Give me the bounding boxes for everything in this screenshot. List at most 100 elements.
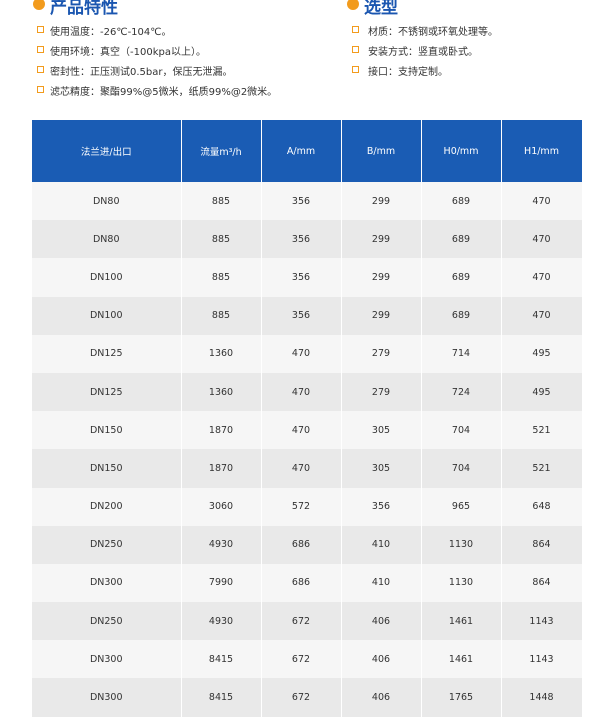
table-cell: 299: [341, 220, 422, 259]
table-row: DN150 1870 470 305 704 521: [32, 449, 583, 488]
table-cell: 1870: [181, 449, 262, 488]
table-cell: 1360: [181, 372, 262, 412]
table-cell: 8415: [181, 640, 262, 679]
table-cell: 299: [341, 296, 422, 335]
table-cell: DN125: [32, 372, 182, 412]
table-row: DN300 7990 686 410 1130 864: [32, 563, 583, 603]
table-cell: 1461: [421, 602, 502, 641]
table-cell: DN200: [32, 487, 182, 526]
table-cell: 521: [501, 411, 583, 450]
table-cell: DN100: [32, 296, 182, 335]
table-cell: 410: [341, 563, 422, 603]
table-cell: DN300: [32, 640, 182, 679]
table-cell: 305: [341, 411, 422, 450]
table-cell: 356: [261, 258, 342, 297]
bullet-text: 使用环境：真空（-100kpa以上）。: [50, 47, 206, 58]
table-cell: 648: [501, 487, 583, 526]
table-cell: 279: [341, 372, 422, 412]
table-cell: 864: [501, 525, 583, 564]
table-cell: 470: [261, 449, 342, 488]
table-cell: 299: [341, 258, 422, 297]
table-row: DN80 885 356 299 689 470: [32, 182, 583, 221]
table-cell: DN150: [32, 411, 182, 450]
heading: 产品特性: [50, 0, 118, 18]
table-cell: 672: [261, 640, 342, 679]
table-cell: 470: [261, 334, 342, 373]
table-cell: 885: [181, 296, 262, 335]
table-cell: 1130: [421, 525, 502, 564]
table-cell: 1870: [181, 411, 262, 450]
bullet: [37, 66, 44, 73]
table-cell: 470: [501, 258, 583, 297]
table-cell: 689: [421, 182, 502, 221]
table-cell: 3060: [181, 487, 262, 526]
table-cell: DN300: [32, 563, 182, 603]
table-cell: 965: [421, 487, 502, 526]
table-row: DN250 4930 686 410 1130 864: [32, 525, 583, 564]
header-cell: H0/mm: [421, 120, 502, 182]
bullet-text: 材质：不锈钢或环氧处理等。: [368, 27, 498, 38]
table-cell: 689: [421, 258, 502, 297]
table-cell: 1130: [421, 563, 502, 603]
table-cell: 495: [501, 334, 583, 373]
table-cell: 1765: [421, 678, 502, 717]
table-cell: 8415: [181, 678, 262, 717]
table-cell: 299: [341, 182, 422, 221]
bullet: [352, 46, 359, 53]
table-cell: 356: [341, 487, 422, 526]
table-cell: 1143: [501, 602, 583, 641]
bullet-text: 使用温度：-26℃-104℃。: [50, 27, 172, 38]
table-cell: DN80: [32, 220, 182, 259]
table-row: DN300 8415 672 406 1461 1143: [32, 640, 583, 679]
table-cell: 672: [261, 602, 342, 641]
bullet: [37, 86, 44, 93]
heading: 选型: [364, 0, 398, 18]
table-cell: 672: [261, 678, 342, 717]
table-cell: 686: [261, 563, 342, 603]
table-cell: 406: [341, 602, 422, 641]
heading-icon: [347, 0, 359, 10]
table-row: DN125 1360 470 279 724 495: [32, 372, 583, 412]
table-row: DN100 885 356 299 689 470: [32, 296, 583, 335]
table-cell: 885: [181, 182, 262, 221]
table-cell: 470: [261, 372, 342, 412]
table-cell: 470: [501, 296, 583, 335]
table-cell: 1143: [501, 640, 583, 679]
table-cell: 406: [341, 640, 422, 679]
table-cell: 864: [501, 563, 583, 603]
table-row: DN80 885 356 299 689 470: [32, 220, 583, 259]
table-cell: 704: [421, 411, 502, 450]
table-cell: 470: [261, 411, 342, 450]
table-cell: 7990: [181, 563, 262, 603]
table-cell: 356: [261, 296, 342, 335]
spec-table: 法兰进/出口 流量m³/h A/mm B/mm H0/mm H1/mm DN80 885 35…: [32, 120, 583, 717]
table-cell: 714: [421, 334, 502, 373]
table-cell: 470: [501, 182, 583, 221]
table-row: DN125 1360 470 279 714 495: [32, 334, 583, 373]
table-row: DN200 3060 572 356 965 648: [32, 487, 583, 526]
bullet-text: 接口：支持定制。: [368, 67, 448, 78]
table-row: DN300 8415 672 406 1765 1448: [32, 678, 583, 717]
table-cell: 572: [261, 487, 342, 526]
table-cell: DN80: [32, 182, 182, 221]
header-cell: H1/mm: [501, 120, 583, 182]
table-cell: 885: [181, 220, 262, 259]
bullet: [352, 26, 359, 33]
bullet-text: 滤芯精度：聚酯99%@5微米，纸质99%@2微米。: [50, 87, 278, 98]
table-cell: 4930: [181, 602, 262, 641]
table-cell: 1461: [421, 640, 502, 679]
table-cell: DN150: [32, 449, 182, 488]
bullet: [37, 46, 44, 53]
header-cell: 流量m³/h: [181, 120, 262, 182]
table-cell: 4930: [181, 525, 262, 564]
table-cell: DN100: [32, 258, 182, 297]
table-cell: 495: [501, 372, 583, 412]
heading-icon: [33, 0, 45, 10]
table-cell: 1360: [181, 334, 262, 373]
table-cell: 470: [501, 220, 583, 259]
table-cell: 410: [341, 525, 422, 564]
table-cell: 686: [261, 525, 342, 564]
table-cell: 521: [501, 449, 583, 488]
header-cell: 法兰进/出口: [32, 120, 182, 182]
